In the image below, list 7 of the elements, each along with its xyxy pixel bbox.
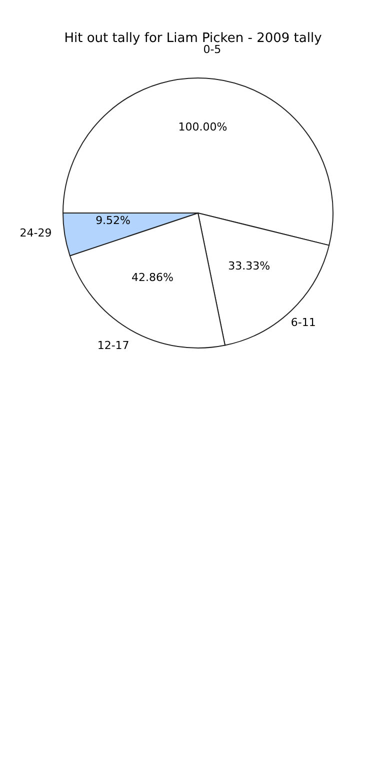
data-label: 9.52% (96, 214, 131, 228)
slice-label: 24-29 (20, 226, 52, 240)
slice-label: 6-11 (290, 316, 316, 329)
slice-label: 12-17 (97, 338, 130, 352)
data-label: 42.86% (132, 271, 174, 284)
data-label: 100.00% (178, 120, 228, 134)
data-label: 33.33% (228, 259, 270, 272)
